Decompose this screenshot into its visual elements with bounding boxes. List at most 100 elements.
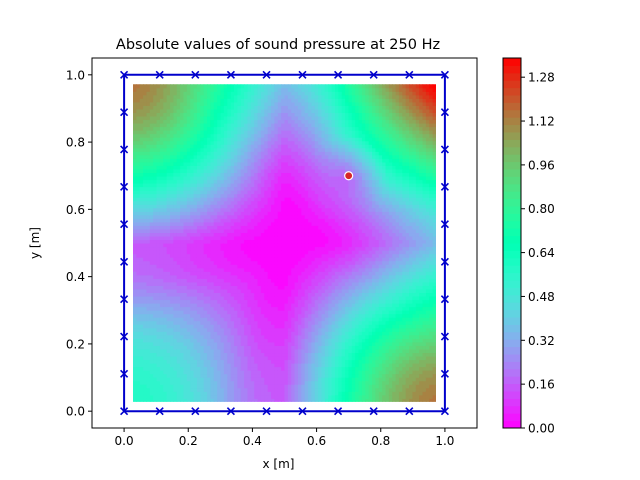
field-cell (139, 267, 144, 272)
field-cell (149, 115, 154, 121)
field-cell (146, 313, 151, 318)
field-cell (159, 221, 164, 226)
field-cell (159, 147, 164, 152)
field-cell (149, 137, 154, 142)
field-cell (159, 334, 164, 339)
field-cell (186, 352, 191, 357)
field-cell (186, 394, 191, 399)
field-cell (190, 363, 195, 368)
field-cell (186, 112, 191, 117)
field-cell (180, 175, 185, 181)
field-cell (190, 306, 195, 311)
field-cell (149, 221, 154, 226)
field-cell (156, 91, 161, 96)
field-cell (156, 288, 161, 294)
field-cell (143, 253, 148, 258)
field-cell (190, 253, 195, 258)
field-cell (146, 130, 151, 135)
field-cell (183, 179, 188, 184)
field-cell (183, 278, 188, 283)
field-cell (139, 190, 144, 195)
field-cell (163, 243, 168, 248)
field-cell (136, 119, 141, 124)
field-cell (146, 122, 151, 128)
field-cell (149, 253, 154, 258)
field-cell (180, 144, 185, 149)
field-cell (153, 122, 158, 128)
field-cell (176, 214, 181, 219)
field-cell (170, 292, 175, 297)
field-cell (143, 271, 148, 276)
field-cell (136, 200, 141, 205)
field-cell (143, 119, 148, 124)
field-cell (146, 225, 151, 230)
field-cell (146, 211, 151, 216)
field-cell (149, 186, 154, 191)
field-cell (139, 338, 144, 343)
field-cell (136, 398, 141, 402)
field-cell (170, 338, 175, 343)
field-cell (180, 387, 185, 392)
field-cell (143, 133, 148, 138)
field-cell (159, 172, 164, 177)
field-cell (159, 260, 164, 265)
field-cell (170, 299, 175, 304)
field-cell (146, 271, 151, 276)
field-cell (136, 281, 141, 286)
field-cell (186, 168, 191, 174)
field-cell (186, 158, 191, 163)
field-cell (156, 105, 161, 110)
field-cell (180, 355, 185, 361)
field-cell (133, 168, 137, 174)
field-cell (170, 355, 175, 361)
field-cell (190, 218, 195, 223)
field-cell (166, 101, 171, 106)
field-cell (176, 317, 181, 322)
field-cell (156, 144, 161, 149)
field-cell (166, 317, 171, 322)
field-cell (163, 172, 168, 177)
field-cell (136, 359, 141, 364)
field-cell (149, 151, 154, 156)
field-cell (186, 313, 191, 318)
field-cell (183, 147, 188, 152)
field-cell (143, 218, 148, 223)
field-cell (180, 105, 185, 110)
field-cell (173, 101, 178, 106)
field-cell (159, 257, 164, 262)
field-cell (146, 165, 151, 170)
field-cell (173, 211, 178, 216)
field-cell (176, 341, 181, 346)
field-cell (143, 126, 148, 131)
field-cell (170, 250, 175, 255)
field-cell (163, 324, 168, 329)
field-cell (186, 122, 191, 128)
field-cell (139, 398, 144, 402)
field-cell (180, 172, 185, 177)
field-cell (143, 260, 148, 265)
field-cell (166, 161, 171, 166)
field-cell (163, 87, 168, 92)
field-cell (156, 281, 161, 286)
field-cell (170, 200, 175, 205)
field-cell (159, 338, 164, 343)
field-cell (186, 366, 191, 371)
field-cell (170, 313, 175, 318)
field-cell (143, 84, 148, 89)
field-cell (190, 373, 195, 378)
field-cell (173, 260, 178, 265)
field-cell (159, 313, 164, 318)
field-cell (139, 183, 144, 188)
field-cell (149, 359, 154, 364)
field-cell (153, 98, 158, 103)
field-cell (186, 101, 191, 106)
field-cell (156, 384, 161, 389)
field-cell (176, 274, 181, 279)
field-cell (180, 260, 185, 265)
field-cell (156, 310, 161, 315)
field-cell (156, 345, 161, 350)
field-cell (183, 200, 188, 205)
field-cell (180, 94, 185, 99)
field-cell (180, 370, 185, 375)
field-cell (163, 313, 168, 318)
